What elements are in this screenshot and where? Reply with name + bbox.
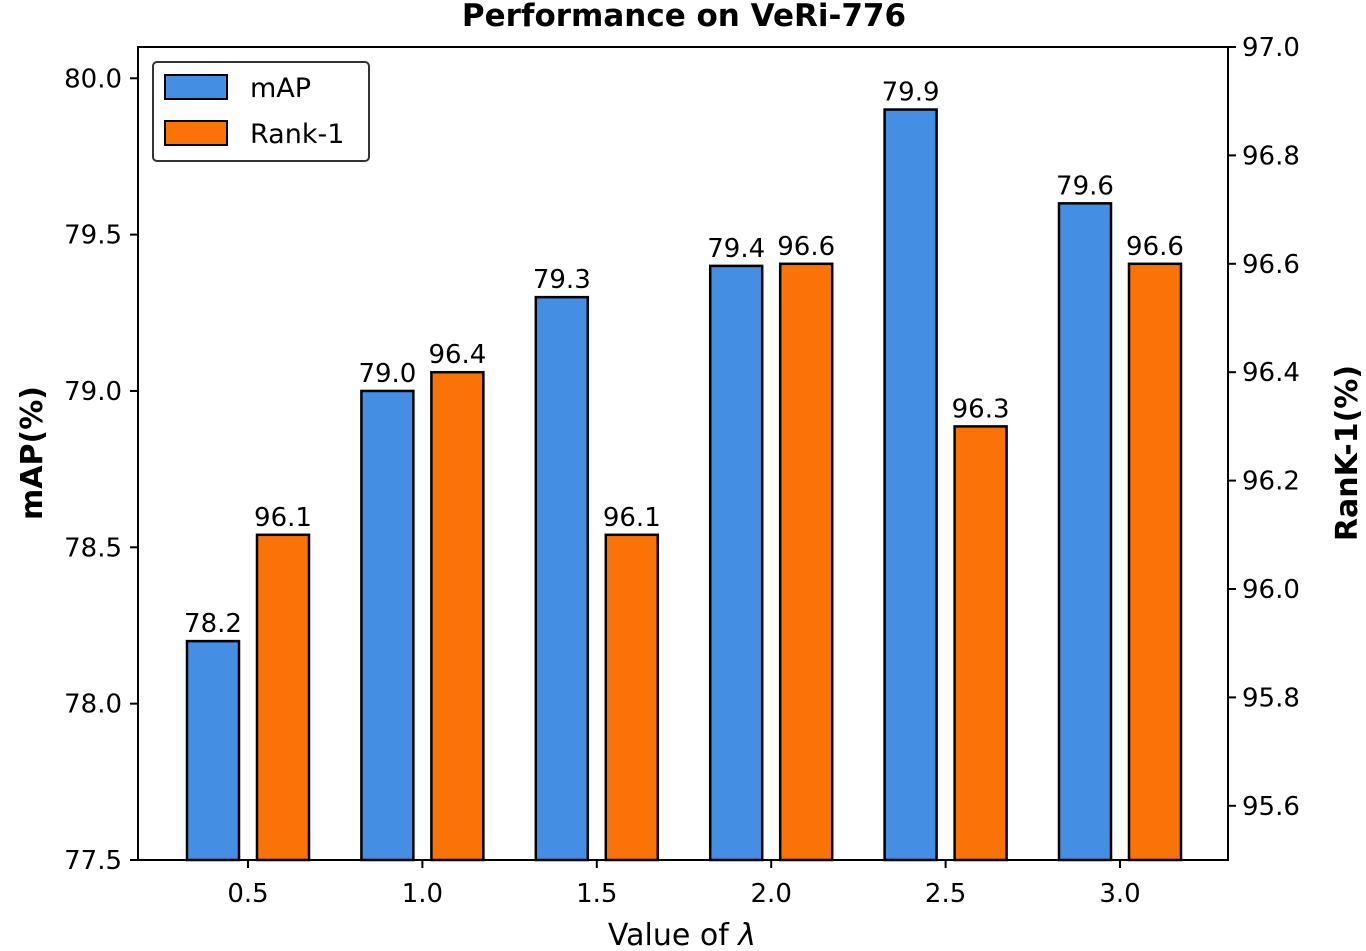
bar-rank1-3.0 [1127,262,1183,862]
bar-rank1-0.5 [255,533,311,862]
x-tick-label: 2.0 [751,879,792,909]
x-axis-title-text: Value of [608,918,738,951]
y-right-tick-label: 95.8 [1242,683,1300,713]
y-right-tick-label: 95.6 [1242,792,1300,822]
plot-frame [137,46,1229,861]
y-right-tick-label: 96.8 [1242,141,1300,171]
legend-label-map: mAP [250,73,311,104]
x-tick-label: 1.5 [576,879,617,909]
y-left-tick-label: 77.5 [64,846,122,876]
bar-map-1.0 [360,389,415,862]
data-label-map-0.5: 78.2 [184,609,242,639]
data-label-map-1.0: 79.0 [358,359,416,389]
bar-rank1-1.0 [430,370,485,862]
y-axis-left-title: mAP(%) [15,386,50,520]
data-label-map-3.0: 79.6 [1056,171,1114,201]
x-axis-title-symbol: λ [736,918,756,951]
y-right-tick-label: 97.0 [1242,33,1300,63]
y-right-tick-label: 96.0 [1242,575,1300,605]
legend-label-rank1: Rank-1 [250,119,344,150]
data-label-rank1-0.5: 96.1 [254,503,312,533]
legend: mAP Rank-1 [152,61,370,162]
y-left-tick-label: 79.5 [64,221,122,251]
bar-map-0.5 [185,639,241,862]
data-label-map-1.5: 79.3 [533,265,591,295]
y-left-tick-label: 79.0 [64,377,122,407]
chart-title: Performance on VeRi-776 [462,0,906,34]
x-tick-label: 2.5 [925,879,966,909]
data-label-rank1-2.5: 96.3 [952,394,1010,424]
y-left-tick-label: 78.0 [64,690,122,720]
x-axis-title: Value of λ [608,918,756,951]
bar-map-1.5 [534,295,590,862]
bar-map-3.0 [1057,202,1113,862]
y-right-tick-label: 96.6 [1242,250,1300,280]
data-label-map-2.0: 79.4 [707,234,765,264]
x-tick-label: 1.0 [402,879,443,909]
data-label-rank1-1.5: 96.1 [603,503,661,533]
legend-swatch-map [164,74,228,100]
y-left-tick-label: 78.5 [64,533,122,563]
bar-rank1-2.0 [778,262,834,862]
y-right-tick-label: 96.2 [1242,467,1300,497]
y-axis-right-title: RanK-1(%) [1330,365,1365,541]
data-label-rank1-1.0: 96.4 [428,340,486,370]
x-tick-label: 3.0 [1099,879,1140,909]
y-axis-left: 77.5 78.0 78.5 79.0 79.5 80.0 [64,64,138,876]
data-labels-group: 78.2 79.0 79.3 79.4 79.9 79.6 96.1 96.4 96.1 96.6… [184,78,1184,640]
data-label-rank1-3.0: 96.6 [1126,232,1184,262]
legend-swatch-rank1 [164,120,228,146]
bar-map-2.0 [708,264,764,862]
y-right-tick-label: 96.4 [1242,358,1300,388]
bar-rank1-2.5 [953,425,1008,862]
bar-rank1-1.5 [604,533,660,862]
bar-map-2.5 [883,108,938,862]
x-axis: 0.5 1.0 1.5 2.0 2.5 3.0 [227,860,1141,909]
y-left-tick-label: 80.0 [64,64,122,94]
bars-group [185,108,1183,862]
data-label-map-2.5: 79.9 [882,78,940,108]
x-tick-label: 0.5 [227,879,268,909]
y-axis-right: 95.6 95.8 96.0 96.2 96.4 96.6 96.8 97.0 [1228,33,1300,822]
data-label-rank1-2.0: 96.6 [777,232,835,262]
